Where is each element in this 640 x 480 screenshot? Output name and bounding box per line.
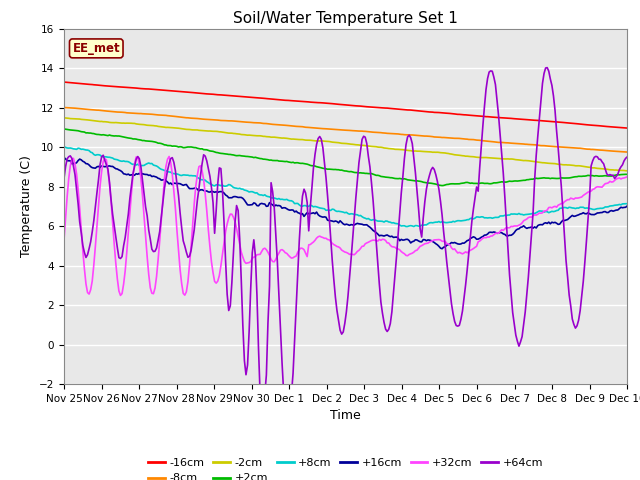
-16cm	[623, 125, 631, 131]
+64cm	[256, 391, 264, 397]
+8cm	[593, 206, 601, 212]
+8cm	[307, 202, 314, 208]
-16cm	[129, 85, 137, 91]
-16cm	[228, 93, 236, 99]
+64cm	[623, 154, 631, 160]
+64cm	[258, 391, 266, 397]
+16cm	[129, 173, 137, 179]
-8cm	[60, 105, 68, 110]
Title: Soil/Water Temperature Set 1: Soil/Water Temperature Set 1	[233, 11, 458, 26]
+32cm	[116, 292, 124, 298]
+2cm	[129, 136, 137, 142]
+32cm	[250, 254, 258, 260]
-2cm	[256, 133, 264, 139]
+8cm	[228, 183, 236, 189]
-8cm	[256, 120, 264, 126]
-8cm	[228, 118, 236, 124]
+2cm	[593, 173, 601, 179]
+8cm	[247, 189, 255, 194]
-8cm	[307, 125, 314, 131]
+32cm	[595, 184, 603, 190]
Line: +64cm: +64cm	[64, 68, 627, 394]
Legend: -16cm, -8cm, -2cm, +2cm, +8cm, +16cm, +32cm, +64cm: -16cm, -8cm, -2cm, +2cm, +8cm, +16cm, +3…	[144, 454, 547, 480]
-2cm	[592, 165, 600, 171]
+8cm	[129, 162, 137, 168]
+64cm	[60, 176, 68, 181]
-16cm	[60, 79, 68, 85]
+2cm	[438, 183, 446, 189]
Line: -8cm: -8cm	[64, 108, 627, 152]
-8cm	[247, 120, 255, 125]
+16cm	[60, 155, 68, 160]
Line: +16cm: +16cm	[64, 157, 627, 249]
+32cm	[623, 174, 631, 180]
+2cm	[256, 156, 264, 161]
+2cm	[228, 152, 236, 157]
+64cm	[595, 156, 603, 162]
+8cm	[623, 201, 631, 206]
+2cm	[247, 154, 255, 160]
+16cm	[438, 246, 446, 252]
-16cm	[592, 122, 600, 128]
+32cm	[60, 237, 68, 243]
+64cm	[129, 170, 137, 176]
+32cm	[231, 218, 239, 224]
Line: +32cm: +32cm	[64, 156, 627, 295]
Line: +8cm: +8cm	[64, 147, 627, 227]
-2cm	[129, 120, 137, 126]
-16cm	[307, 99, 314, 105]
+16cm	[623, 203, 631, 209]
-16cm	[247, 95, 255, 100]
Line: -2cm: -2cm	[64, 118, 627, 171]
-2cm	[623, 168, 631, 174]
+2cm	[623, 171, 631, 177]
Text: EE_met: EE_met	[72, 42, 120, 55]
+16cm	[228, 195, 236, 201]
+2cm	[307, 163, 314, 168]
Line: -16cm: -16cm	[64, 82, 627, 128]
-2cm	[60, 115, 68, 120]
+16cm	[307, 211, 314, 216]
+8cm	[256, 192, 264, 198]
+2cm	[60, 126, 68, 132]
+64cm	[228, 280, 236, 286]
+64cm	[308, 185, 316, 191]
-16cm	[256, 95, 264, 101]
+16cm	[247, 202, 255, 208]
+32cm	[310, 239, 317, 245]
-8cm	[623, 149, 631, 155]
+64cm	[247, 286, 255, 292]
+16cm	[593, 210, 601, 216]
-8cm	[592, 147, 600, 153]
+16cm	[256, 201, 264, 207]
+64cm	[543, 65, 551, 71]
-2cm	[307, 137, 314, 143]
Line: +2cm: +2cm	[64, 129, 627, 186]
-8cm	[129, 110, 137, 116]
+8cm	[60, 144, 68, 150]
+32cm	[131, 161, 138, 167]
-2cm	[247, 132, 255, 138]
+8cm	[402, 224, 410, 229]
+32cm	[259, 246, 267, 252]
-2cm	[228, 130, 236, 136]
Y-axis label: Temperature (C): Temperature (C)	[20, 156, 33, 257]
+32cm	[165, 154, 173, 159]
X-axis label: Time: Time	[330, 409, 361, 422]
